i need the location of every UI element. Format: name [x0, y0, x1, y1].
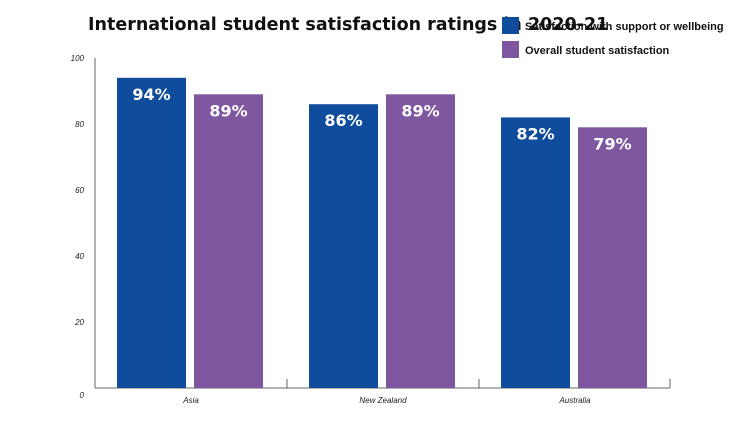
- bar-support-australia: [501, 117, 570, 389]
- bar-support-new-zealand: [309, 104, 378, 388]
- y-tick-label: 20: [74, 318, 84, 327]
- chart-title: International student satisfaction ratin…: [88, 15, 608, 35]
- x-category-label: Australia: [558, 396, 591, 405]
- bar-overall-australia: [578, 127, 647, 389]
- data-label: 79%: [593, 134, 631, 153]
- legend-swatch-overall: [502, 41, 519, 58]
- data-label: 89%: [209, 101, 247, 120]
- legend: Satisfaction with support or wellbeing O…: [502, 17, 724, 58]
- legend-label-support: Satisfaction with support or wellbeing: [525, 21, 724, 33]
- legend-label-overall: Overall student satisfaction: [525, 45, 670, 57]
- x-tick-marks: [286, 379, 671, 388]
- y-tick-label: 60: [75, 186, 84, 195]
- y-tick-label: 80: [75, 120, 84, 129]
- y-tick-label: 100: [71, 54, 85, 63]
- bar-overall-asia: [194, 94, 263, 389]
- x-category-label: New Zealand: [359, 396, 407, 405]
- data-label: 94%: [132, 85, 170, 104]
- legend-swatch-support: [502, 17, 519, 34]
- data-labels: 94% 89% 86% 89% 82% 79%: [132, 85, 631, 154]
- category-labels: Asia New Zealand Australia: [182, 396, 591, 405]
- y-tick-label: 40: [75, 252, 84, 261]
- data-label: 82%: [516, 124, 554, 143]
- bars: [117, 77, 647, 389]
- data-label: 89%: [401, 101, 439, 120]
- data-label: 86%: [324, 111, 362, 130]
- x-category-label: Asia: [182, 396, 199, 405]
- bar-overall-new-zealand: [386, 94, 455, 389]
- y-tick-label: 0: [80, 391, 85, 400]
- bar-support-asia: [117, 77, 186, 389]
- y-ticks: 0 20 40 60 80 100: [71, 54, 85, 400]
